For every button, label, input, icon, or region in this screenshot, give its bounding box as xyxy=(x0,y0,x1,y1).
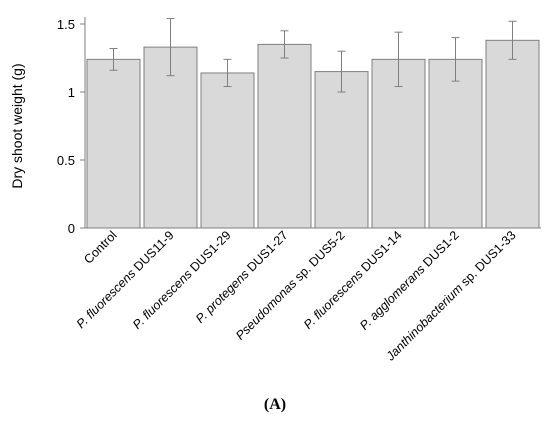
bar xyxy=(200,72,255,229)
x-tick-label-part: DUS1-14 xyxy=(356,228,405,277)
x-tick-label-part: P. fluorescens xyxy=(301,267,366,332)
x-tick-label-part: sp. DUS5-2 xyxy=(290,228,348,286)
bar xyxy=(257,43,312,229)
bar xyxy=(371,58,426,229)
x-tick-label: P. protegens DUS1-27 xyxy=(193,228,291,326)
panel-label: (A) xyxy=(0,396,550,414)
x-tick-label-part: Control xyxy=(81,228,119,266)
bar xyxy=(428,58,483,229)
x-tick-label: Pseudomonas sp. DUS5-2 xyxy=(233,228,348,343)
x-tick-label-part: DUS1-29 xyxy=(185,228,234,277)
bar xyxy=(314,71,369,229)
x-tick-label-part: Pseudomonas xyxy=(233,276,299,342)
x-tick-label-part: sp. DUS1-33 xyxy=(456,228,519,291)
y-tick-label: 1 xyxy=(68,85,75,100)
x-tick-label-part: P. protegens xyxy=(193,267,252,326)
x-tick-label-part: P. fluorescens xyxy=(130,267,195,332)
bar xyxy=(485,39,540,229)
panel-label-text: (A) xyxy=(263,396,287,413)
x-tick-label: Control xyxy=(81,228,119,266)
y-axis-label: Dry shoot weight (g) xyxy=(9,63,25,188)
bar xyxy=(86,58,141,229)
x-tick-label-part: DUS1-27 xyxy=(242,228,291,277)
x-tick-label: P. fluorescens DUS11-9 xyxy=(74,228,177,331)
x-tick-label: P. fluorescens DUS1-14 xyxy=(301,228,405,332)
y-tick-label: 1.5 xyxy=(57,17,75,32)
x-tick-label-part: DUS11-9 xyxy=(129,228,177,276)
x-tick-label: P. fluorescens DUS1-29 xyxy=(130,228,234,332)
x-tick-label: P. agglomerans DUS1-2 xyxy=(357,228,462,333)
y-tick-label: 0.5 xyxy=(57,153,75,168)
x-tick-label-part: P. fluorescens xyxy=(74,266,139,331)
bar xyxy=(143,46,198,229)
y-tick-label: 0 xyxy=(68,221,75,236)
x-tick-label-part: DUS1-2 xyxy=(418,228,462,272)
